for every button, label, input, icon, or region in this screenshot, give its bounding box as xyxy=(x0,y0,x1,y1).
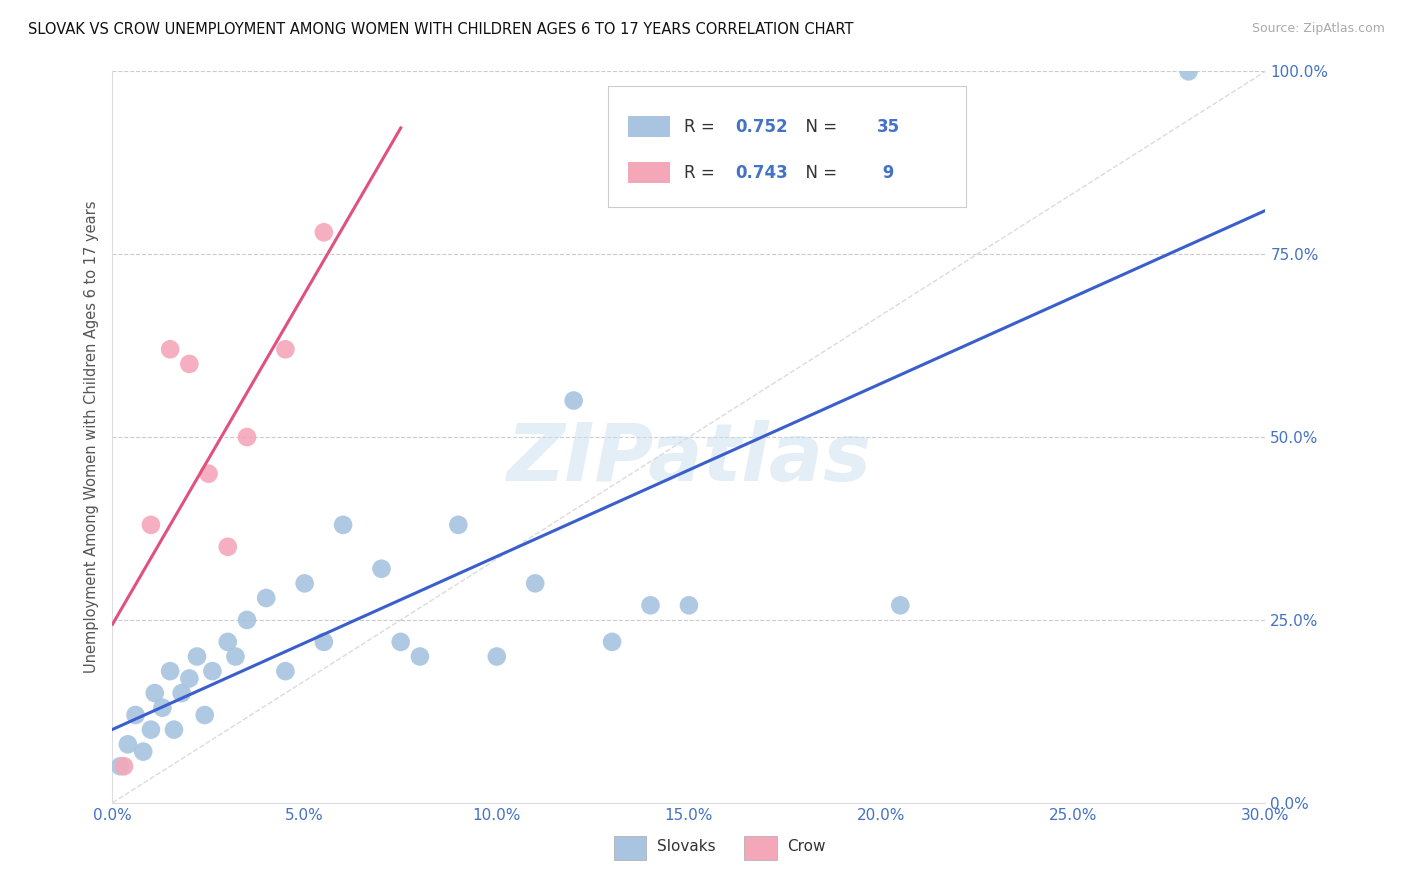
Text: 0.743: 0.743 xyxy=(735,164,789,182)
Point xyxy=(485,649,508,664)
FancyBboxPatch shape xyxy=(744,837,776,860)
Point xyxy=(562,393,585,408)
Text: SLOVAK VS CROW UNEMPLOYMENT AMONG WOMEN WITH CHILDREN AGES 6 TO 17 YEARS CORRELA: SLOVAK VS CROW UNEMPLOYMENT AMONG WOMEN … xyxy=(28,22,853,37)
Point xyxy=(274,664,297,678)
Point xyxy=(159,343,181,357)
Point xyxy=(236,613,259,627)
Point xyxy=(179,672,201,686)
Point xyxy=(409,649,432,664)
Point xyxy=(179,357,201,371)
Point xyxy=(1177,64,1199,78)
Point xyxy=(132,745,155,759)
Text: N =: N = xyxy=(796,164,842,182)
Point xyxy=(678,599,700,613)
Text: R =: R = xyxy=(683,118,720,136)
Text: Source: ZipAtlas.com: Source: ZipAtlas.com xyxy=(1251,22,1385,36)
Point xyxy=(640,599,662,613)
Point xyxy=(217,540,239,554)
Text: 9: 9 xyxy=(877,164,894,182)
Point xyxy=(294,576,316,591)
FancyBboxPatch shape xyxy=(609,86,966,207)
Point xyxy=(755,188,778,202)
Point xyxy=(197,467,219,481)
Point xyxy=(236,430,259,444)
FancyBboxPatch shape xyxy=(628,162,669,183)
Point xyxy=(332,517,354,532)
Point xyxy=(139,723,162,737)
Point xyxy=(447,517,470,532)
Point xyxy=(170,686,193,700)
Point xyxy=(117,737,139,751)
Point xyxy=(370,562,392,576)
Point xyxy=(201,664,224,678)
Point xyxy=(274,343,297,357)
Point xyxy=(194,708,217,723)
Point xyxy=(112,759,135,773)
Point xyxy=(312,225,335,239)
Point xyxy=(159,664,181,678)
Point xyxy=(186,649,208,664)
Point xyxy=(217,635,239,649)
FancyBboxPatch shape xyxy=(614,837,647,860)
Point xyxy=(139,517,162,532)
Point xyxy=(224,649,246,664)
Point xyxy=(143,686,166,700)
Point xyxy=(312,635,335,649)
Point xyxy=(108,759,131,773)
Point xyxy=(124,708,146,723)
Text: 0.752: 0.752 xyxy=(735,118,789,136)
Text: ZIPatlas: ZIPatlas xyxy=(506,420,872,498)
Text: Slovaks: Slovaks xyxy=(657,839,716,855)
Point xyxy=(889,599,911,613)
Text: 35: 35 xyxy=(877,118,900,136)
Point xyxy=(254,591,277,605)
Point xyxy=(600,635,623,649)
Point xyxy=(389,635,412,649)
Point xyxy=(524,576,547,591)
Point xyxy=(152,700,174,714)
Text: Crow: Crow xyxy=(787,839,825,855)
Text: R =: R = xyxy=(683,164,720,182)
Y-axis label: Unemployment Among Women with Children Ages 6 to 17 years: Unemployment Among Women with Children A… xyxy=(83,201,98,673)
Text: N =: N = xyxy=(796,118,842,136)
FancyBboxPatch shape xyxy=(628,117,669,136)
Point xyxy=(163,723,186,737)
